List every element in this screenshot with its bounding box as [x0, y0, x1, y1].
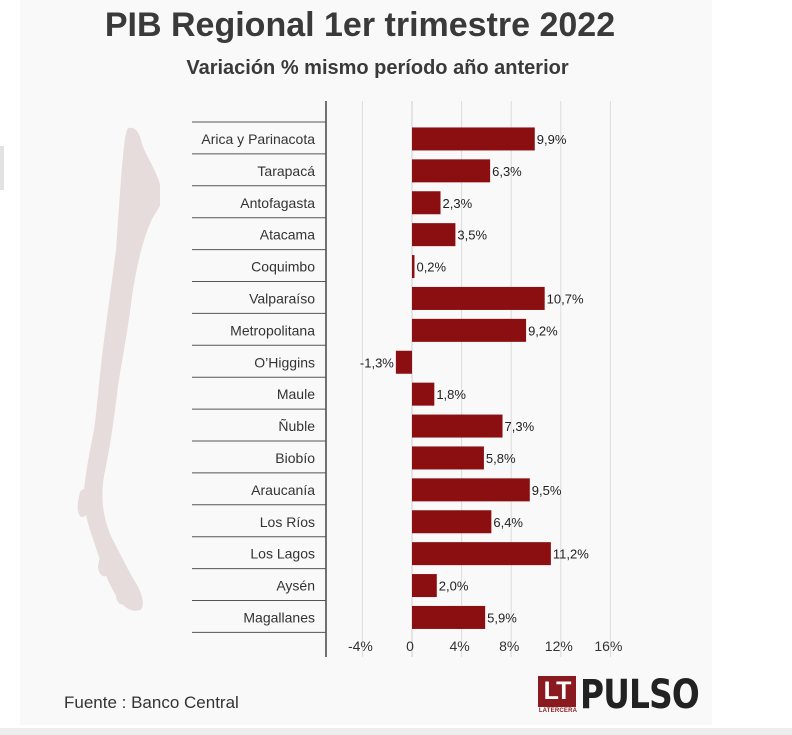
data-label: 9,9% — [537, 132, 567, 147]
data-label: 5,9% — [487, 610, 517, 625]
x-tick-label: -4% — [348, 638, 373, 654]
x-tick-label: 12% — [545, 638, 573, 654]
data-label: 3,5% — [457, 228, 487, 243]
x-tick-label: 4% — [449, 638, 469, 654]
bar — [412, 510, 492, 534]
bottom-divider — [0, 728, 792, 735]
x-tick-label: 16% — [594, 638, 622, 654]
category-label: Araucanía — [251, 482, 315, 498]
archipelago-shape — [98, 556, 141, 610]
data-label: 7,3% — [505, 419, 535, 434]
category-label: Coquimbo — [251, 259, 315, 275]
x-tick-label: 8% — [499, 638, 519, 654]
category-label: Magallanes — [243, 609, 315, 625]
category-label: Ñuble — [278, 418, 315, 434]
bar — [412, 605, 486, 629]
edge-tab — [0, 146, 4, 190]
category-label: Los Ríos — [260, 514, 315, 530]
bar — [395, 350, 412, 374]
data-label: 6,3% — [492, 164, 522, 179]
category-label: Maule — [277, 386, 315, 402]
data-label: 10,7% — [547, 291, 584, 306]
data-label: 6,4% — [493, 515, 523, 530]
bar — [412, 127, 535, 151]
chile-map-icon — [77, 127, 160, 611]
logo-name: PULSO — [580, 672, 700, 718]
bar — [412, 414, 503, 438]
data-label: 1,8% — [436, 387, 466, 402]
data-label: -1,3% — [360, 355, 394, 370]
chart-title: PIB Regional 1er trimestre 2022 — [104, 6, 616, 44]
category-label: Biobío — [275, 450, 315, 466]
category-label: Antofagasta — [240, 195, 315, 211]
data-label: 2,3% — [443, 196, 473, 211]
bar — [412, 574, 437, 598]
data-label: 9,2% — [528, 323, 558, 338]
bar — [412, 159, 491, 183]
category-label: Metropolitana — [230, 322, 315, 338]
bar — [412, 542, 551, 566]
category-label: Arica y Parinacota — [201, 131, 315, 147]
data-label: 2,0% — [439, 579, 469, 594]
bar — [412, 382, 435, 406]
x-tick-label: 0 — [406, 638, 414, 654]
chiloe-island-shape — [77, 489, 90, 518]
logo-sub: LATERCERA — [538, 708, 578, 714]
bar — [412, 223, 456, 247]
chile-map-shape — [83, 127, 160, 611]
logo-lt-mark: LT — [538, 676, 576, 707]
data-label: 11,2% — [553, 547, 589, 562]
category-label: Atacama — [260, 227, 315, 243]
bar — [412, 446, 484, 470]
bar — [412, 286, 545, 310]
source-note: Fuente : Banco Central — [64, 693, 239, 712]
category-label: O’Higgins — [254, 354, 315, 370]
bar — [412, 318, 527, 342]
category-label: Los Lagos — [250, 546, 315, 562]
data-label: 9,5% — [532, 483, 562, 498]
data-label: 0,2% — [416, 260, 446, 275]
category-label: Aysén — [276, 578, 315, 594]
data-label: 5,8% — [486, 451, 516, 466]
category-label: Valparaíso — [249, 290, 315, 306]
bar — [412, 255, 415, 279]
chart-subtitle: Variación % mismo período año anterior — [186, 57, 569, 79]
category-label: Tarapacá — [257, 163, 315, 179]
bar — [412, 191, 441, 215]
bar — [412, 478, 530, 502]
pulso-logo: LT LATERCERA PULSO — [538, 672, 700, 718]
